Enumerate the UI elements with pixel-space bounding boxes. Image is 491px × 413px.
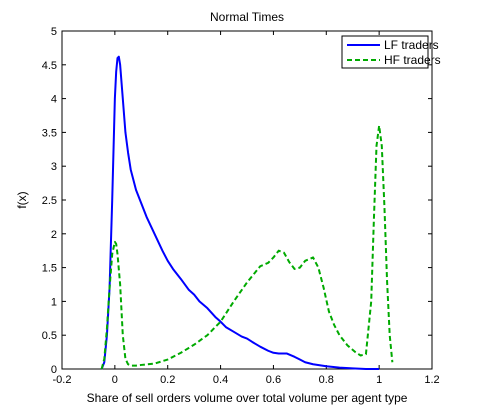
y-tick-label: 0	[51, 364, 57, 376]
y-tick-label: 2.5	[42, 195, 57, 207]
y-tick-label: 3	[51, 161, 57, 173]
y-tick-label: 1	[51, 296, 57, 308]
x-axis-label: Share of sell orders volume over total v…	[87, 391, 408, 405]
chart-title: Normal Times	[210, 10, 284, 24]
y-tick-label: 4.5	[42, 60, 57, 72]
x-tick-label: 0	[112, 374, 118, 386]
y-tick-label: 3.5	[42, 127, 57, 139]
x-tick-label: 1	[376, 374, 382, 386]
y-tick-label: 0.5	[42, 330, 57, 342]
x-tick-label: 1.2	[424, 374, 439, 386]
series-line-hf-traders	[100, 124, 394, 370]
legend-label-lf-traders: LF traders	[384, 38, 439, 52]
x-tick-label: -0.2	[53, 374, 72, 386]
y-tick-label: 1.5	[42, 263, 57, 275]
x-tick-label: 0.2	[160, 374, 175, 386]
legend-box	[341, 35, 429, 69]
ticks: -0.2 0 0.2 0.4 0.6 0.8 1 1.200.511.522.533.544.…	[42, 26, 440, 386]
x-tick-label: 0.8	[319, 374, 334, 386]
y-tick-label: 2	[51, 229, 57, 241]
series-lines	[100, 55, 394, 370]
x-tick-label: 0.4	[213, 374, 228, 386]
legend: LF traders HF traders	[341, 35, 441, 69]
y-axis-label: f(x)	[15, 191, 29, 208]
legend-label-hf-traders: HF traders	[384, 53, 441, 67]
series-line-lf-traders	[100, 55, 380, 370]
x-tick-label: 0.6	[266, 374, 281, 386]
y-tick-label: 4	[51, 94, 57, 106]
y-tick-label: 5	[51, 26, 57, 38]
